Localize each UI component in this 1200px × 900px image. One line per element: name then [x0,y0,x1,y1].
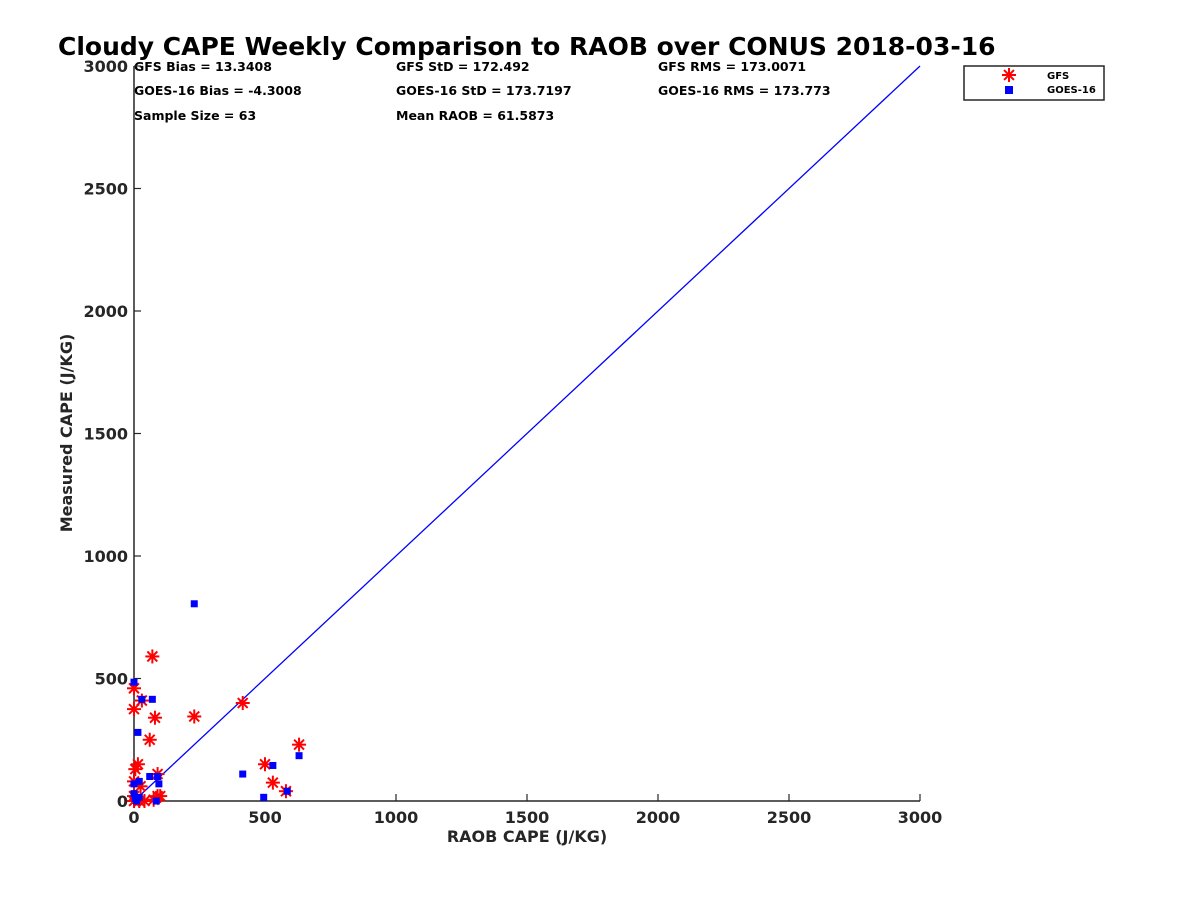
legend-gfs-asterisk [1002,68,1016,82]
gfs-point [147,710,162,725]
goes16-point [190,600,198,608]
stat-mean-raob: Mean RAOB = 61.5873 [396,108,554,123]
legend-gfs-marker [1002,68,1016,82]
stat-goes-bias: GOES-16 Bias = -4.3008 [134,83,302,98]
legend: GFS GOES-16 [963,65,1105,101]
y-tick-label: 2000 [83,302,128,321]
chart-title: Cloudy CAPE Weekly Comparison to RAOB ov… [58,32,996,61]
stat-goes-std: GOES-16 StD = 173.7197 [396,83,572,98]
goes16-point [135,777,143,785]
x-tick-label: 2500 [767,808,812,827]
goes16-point [133,797,141,805]
goes16-point [130,780,138,788]
gfs-point [258,757,272,772]
legend-goes-label: GOES-16 [1047,85,1096,96]
stat-gfs-std: GFS StD = 172.492 [396,59,530,74]
y-tick-label: 2500 [83,180,128,199]
gfs-point [130,757,145,772]
gfs-point [145,649,160,664]
gfs-point [265,775,280,790]
x-tick-label: 500 [248,808,281,827]
y-axis-label: Measured CAPE (J/KG) [57,334,76,533]
goes16-point [154,773,162,780]
goes16-point [138,695,146,703]
goes16-point [155,780,163,788]
data-points [127,600,307,808]
gfs-point [142,732,157,747]
x-tick-label: 3000 [898,808,943,827]
y-tick-label: 1500 [83,425,128,444]
y-tick-label: 3000 [83,57,128,76]
goes16-point [130,678,138,686]
one-to-one-line [133,65,921,802]
y-tick-label: 1000 [83,547,128,566]
stats-block: GFS Bias = 13.3408 GFS StD = 172.492 GFS… [134,59,831,123]
y-tick-label: 0 [117,792,128,811]
legend-goes-marker [1005,86,1013,94]
y-tick-label: 500 [95,670,128,689]
x-tick-label: 2000 [636,808,681,827]
goes16-point [135,793,143,801]
legend-box [963,65,1105,101]
x-tick-label: 0 [128,808,139,827]
gfs-point [292,737,307,752]
stat-gfs-bias: GFS Bias = 13.3408 [134,59,272,74]
goes16-point [148,695,156,703]
legend-gfs-label: GFS [1047,71,1069,82]
goes16-point [283,787,291,795]
reference-line [133,65,921,802]
goes16-point [239,770,247,778]
x-ticks: 0 500 1000 1500 2000 2500 3000 [128,794,942,827]
goes16-point [146,773,154,780]
y-ticks: 0 500 1000 1500 2000 2500 3000 [83,57,141,811]
goes16-point [152,797,160,805]
stat-goes-rms: GOES-16 RMS = 173.773 [658,83,831,98]
x-axis-label: RAOB CAPE (J/KG) [447,827,607,846]
goes16-point [134,728,142,736]
x-tick-label: 1500 [505,808,550,827]
goes16-point [260,793,268,801]
goes16-point [295,752,303,760]
gfs-point [187,709,202,724]
gfs-point [235,696,250,710]
goes16-point [269,761,277,769]
x-tick-label: 1000 [374,808,419,827]
goes16-point [130,790,138,798]
stat-gfs-rms: GFS RMS = 173.0071 [658,59,806,74]
stat-sample-size: Sample Size = 63 [134,108,256,123]
